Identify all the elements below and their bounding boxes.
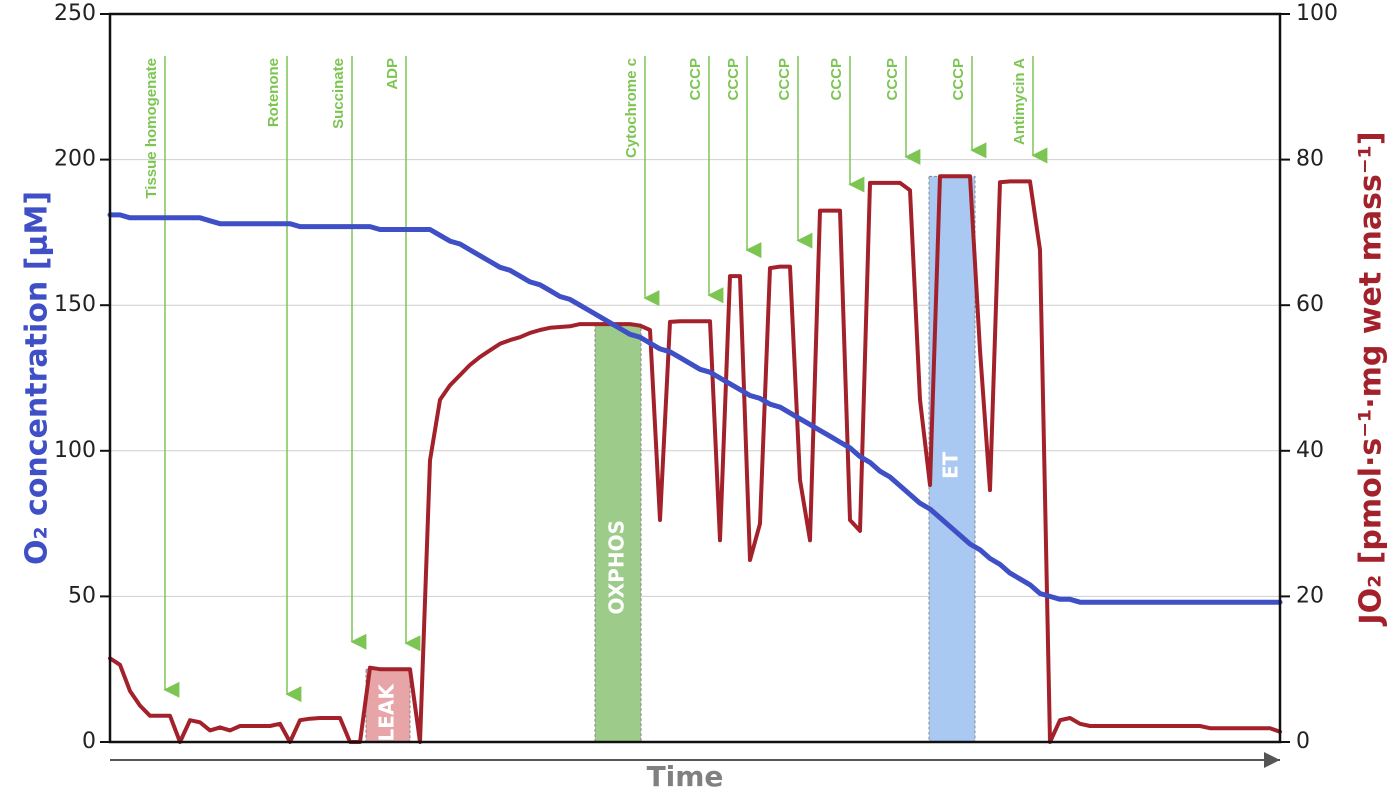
event-label: Cytochrome c (623, 58, 640, 158)
event-label: Antimycin A (1011, 58, 1028, 145)
line-layer (107, 174, 1283, 744)
series-line (107, 212, 1283, 605)
event-label: CCCP (725, 58, 742, 101)
y2-tick-label: 20 (1296, 583, 1324, 608)
y-tick-label: 100 (54, 438, 96, 463)
series-line (108, 174, 1282, 744)
y2-tick-label: 60 (1296, 292, 1324, 317)
region-label: OXPHOS (605, 520, 629, 615)
y-tick-label: 50 (68, 583, 96, 608)
y-tick-label: 150 (54, 292, 96, 317)
region-label: ET (939, 451, 963, 479)
y2-axis-label: JO₂ [pmol·s⁻¹·mg wet mass⁻¹] (1354, 131, 1389, 626)
event-label: CCCP (687, 58, 704, 101)
region-label: LEAK (375, 683, 399, 742)
grid-layer (110, 13, 1280, 743)
axis-layer: 0 50 100 150 200 250 0 20 40 60 80 100 (54, 1, 1338, 754)
event-layer: Tissue homogenate Rotenone Succinate ADP Cyt… (143, 56, 1048, 703)
y2-tick-label: 80 (1296, 147, 1324, 172)
event-label: CCCP (884, 58, 901, 101)
y2-tick-label: 0 (1296, 729, 1310, 754)
event-label: Rotenone (265, 58, 282, 127)
event-label: Succinate (330, 58, 347, 129)
x-axis-label: Time (647, 760, 724, 793)
event-label: CCCP (828, 58, 845, 101)
event-label: Tissue homogenate (143, 58, 160, 199)
event-label: ADP (384, 58, 401, 90)
y-tick-label: 200 (54, 147, 96, 172)
y-tick-label: 0 (82, 729, 96, 754)
y-axis-label: O₂ concentration [µM] (20, 191, 55, 565)
event-label: CCCP (776, 58, 793, 101)
event-label: CCCP (950, 58, 967, 101)
y2-tick-label: 100 (1296, 1, 1338, 26)
y-tick-label: 250 (54, 1, 96, 26)
plot-frame (108, 12, 1282, 744)
region-layer: LEAK OXPHOS ET (365, 175, 976, 743)
y2-tick-label: 40 (1296, 438, 1324, 463)
